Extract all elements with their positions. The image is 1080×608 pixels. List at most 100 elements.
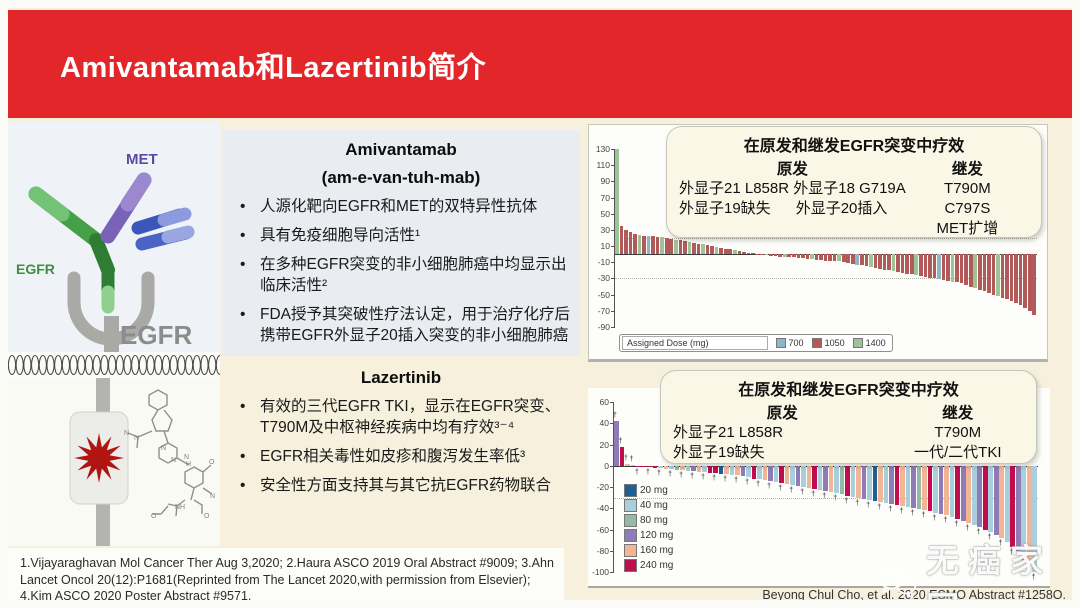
waterfall-bar <box>728 249 733 255</box>
waterfall-bar <box>723 248 728 255</box>
cell-membrane <box>7 352 225 378</box>
waterfall-bar <box>845 465 850 496</box>
y-tick-mark <box>610 550 614 552</box>
legend-entry-label: 700 <box>788 338 804 348</box>
dagger-mark: † <box>921 512 926 520</box>
dagger-mark: † <box>679 472 683 479</box>
legend-entry-label: 240 mg <box>640 560 674 571</box>
y-tick-mark <box>611 165 615 167</box>
waterfall-bar <box>729 465 735 476</box>
waterfall-bar <box>911 465 916 509</box>
waterfall-bar <box>757 465 762 479</box>
waterfall-bar <box>905 254 910 274</box>
waterfall-bar <box>768 465 773 481</box>
waterfall-bar <box>1015 465 1021 551</box>
waterfall-bar <box>905 465 911 508</box>
membrane-coil <box>154 354 163 376</box>
legend-entry-label: 1050 <box>824 338 845 348</box>
dagger-mark: † <box>976 529 981 537</box>
waterfall-bar <box>678 240 683 255</box>
waterfall-bar <box>959 254 964 284</box>
y-tick-label: -100 <box>591 567 609 577</box>
waterfall-bar <box>696 465 702 473</box>
waterfall-bar <box>823 254 828 261</box>
waterfall-bar <box>810 254 814 260</box>
membrane-coil <box>169 354 178 376</box>
y-tick-label: -40 <box>596 503 609 514</box>
waterfall-bar <box>652 465 658 468</box>
y-tick-mark <box>610 508 614 510</box>
membrane-coil <box>161 354 171 376</box>
y-tick-label: 60 <box>599 397 609 407</box>
svg-text:O: O <box>209 459 215 466</box>
waterfall-bar <box>999 465 1005 538</box>
y-tick-label: 30 <box>600 224 610 235</box>
waterfall-bar <box>687 242 692 255</box>
waterfall-bar <box>960 465 966 521</box>
waterfall-bar <box>1018 254 1023 306</box>
membrane-coil <box>177 354 186 376</box>
membrane-coil <box>123 354 132 376</box>
waterfall-bar <box>987 254 991 293</box>
membrane-coil <box>100 354 109 376</box>
dagger-mark: † <box>778 484 783 492</box>
list-item: 安全性方面支持其与其它抗EGFR药物联合 <box>240 475 570 496</box>
waterfall-bar <box>658 465 663 468</box>
reference-line <box>614 497 1038 499</box>
y-tick-mark <box>611 197 615 199</box>
waterfall-bar <box>760 254 764 256</box>
met-label: MET <box>126 151 158 168</box>
dagger-mark: † <box>800 489 805 496</box>
legend-color-swatch <box>775 338 786 348</box>
list-item: 具有免疫细胞导向活性¹ <box>240 225 570 246</box>
waterfall-bar <box>832 254 837 262</box>
legend-color-swatch <box>852 338 863 348</box>
waterfall-bar <box>751 465 757 479</box>
waterfall-bar <box>1014 254 1018 303</box>
waterfall-bar <box>669 238 674 255</box>
waterfall-bar <box>718 465 724 475</box>
waterfall-bar <box>966 465 971 524</box>
waterfall-bar <box>642 235 646 255</box>
waterfall-bar <box>914 254 919 276</box>
amivantamab-bullet-list: 人源化靶向EGFR和MET的双特异性抗体具有免疫细胞导向活性¹ 在多种EGFR突变… <box>230 196 572 346</box>
y-tick-mark <box>611 327 615 328</box>
waterfall-bar <box>919 254 923 277</box>
waterfall-bar <box>860 254 864 266</box>
egfr-antibody-label: EGFR <box>16 261 55 277</box>
waterfall-bar <box>769 254 773 256</box>
waterfall-bar <box>683 241 687 255</box>
y-axis-line <box>614 149 615 327</box>
dagger-mark: † <box>998 540 1003 547</box>
info-box-title: 在原发和继发EGFR突变中疗效 <box>738 382 959 399</box>
waterfall-bar <box>680 465 685 470</box>
waterfall-bar <box>646 236 651 255</box>
list-item: 外显子21 L858R <box>673 424 784 441</box>
waterfall-bar <box>692 242 696 255</box>
waterfall-bar <box>624 229 628 255</box>
waterfall-bar <box>927 465 933 512</box>
legend-entry: 1400 <box>852 338 886 348</box>
waterfall-bar <box>850 254 855 264</box>
waterfall-bar <box>869 254 873 268</box>
membrane-coil <box>115 354 124 376</box>
membrane-coil <box>138 354 148 376</box>
dagger-mark: † <box>657 469 661 477</box>
waterfall-bar <box>878 254 882 269</box>
y-tick-label: -90 <box>597 322 610 332</box>
membrane-coil <box>54 354 63 376</box>
amivantamab-section: Amivantamab (am-e-van-tuh-mab) 人源化靶向EGFR… <box>222 130 580 356</box>
waterfall-bar <box>732 250 737 255</box>
dose-legend: 20 mg 40 mg 80 mg 120 mg 160 mg 240 mg <box>624 484 673 572</box>
antibody-diagram-panel: MET EGFR EGFR <box>7 122 225 546</box>
lazertinib-section: Lazertinib 有效的三代EGFR TKI，显示在EGFR突变、T790M… <box>222 360 580 544</box>
structure-atom-labels: NN NN HN O NO NHO <box>124 430 215 520</box>
waterfall-bar <box>787 254 792 258</box>
svg-text:O: O <box>151 513 157 520</box>
waterfall-bar <box>850 465 856 497</box>
y-tick-label: -30 <box>597 273 610 284</box>
waterfall-bar <box>764 254 769 256</box>
y-tick-label: -80 <box>596 545 609 556</box>
legend-label: Assigned Dose (mg) <box>622 336 768 350</box>
waterfall-bar <box>909 254 914 275</box>
